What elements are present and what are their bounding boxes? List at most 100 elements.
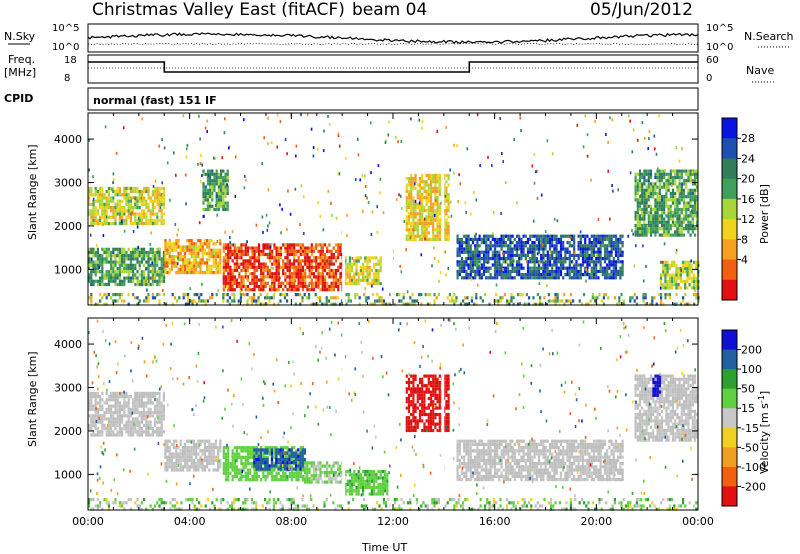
- echo-cell: [573, 276, 576, 280]
- echo-cell: [145, 186, 148, 190]
- echo-cell: [197, 239, 200, 243]
- echo-cell: [253, 299, 256, 303]
- echo-cell: [636, 230, 639, 234]
- echo-cell: [405, 221, 408, 225]
- echo-cell: [499, 117, 501, 120]
- echo-cell: [479, 164, 481, 168]
- echo-cell: [543, 296, 546, 300]
- echo-cell: [654, 233, 657, 237]
- echo-cell: [599, 244, 602, 248]
- echo-cell: [689, 169, 692, 173]
- echo-cell: [330, 262, 333, 266]
- echo-cell: [297, 256, 300, 260]
- echo-cell: [678, 198, 681, 202]
- echo-cell: [627, 234, 629, 238]
- echo-cell: [237, 302, 240, 306]
- echo-cell: [414, 180, 417, 184]
- echo-cell: [246, 249, 250, 253]
- echo-cell: [158, 247, 161, 251]
- echo-cell: [210, 446, 213, 450]
- echo-cell: [145, 218, 148, 222]
- echo-cell: [224, 268, 228, 273]
- echo-cell: [458, 266, 461, 270]
- echo-cell: [267, 270, 269, 274]
- echo-cell: [255, 265, 258, 269]
- echo-cell: [573, 253, 576, 257]
- echo-cell: [608, 253, 611, 257]
- echo-cell: [145, 427, 148, 431]
- echo-cell: [184, 458, 187, 462]
- echo-cell: [410, 228, 413, 232]
- echo-cell: [154, 407, 157, 411]
- echo-cell: [94, 263, 97, 267]
- echo-cell: [687, 223, 690, 228]
- echo-cell: [125, 270, 128, 274]
- echo-cell: [112, 250, 115, 255]
- echo-cell: [351, 278, 354, 282]
- echo-cell: [684, 279, 687, 284]
- echo-cell: [177, 271, 180, 275]
- echo-cell: [110, 196, 113, 200]
- echo-cell: [643, 195, 646, 199]
- echo-cell: [127, 212, 130, 216]
- echo-cell: [674, 191, 677, 196]
- echo-cell: [658, 233, 661, 237]
- echo-cell: [482, 237, 486, 241]
- echo-cell: [149, 276, 152, 280]
- echo-cell: [90, 222, 93, 226]
- echo-cell: [647, 211, 650, 215]
- y-tick-label: 2000: [54, 220, 82, 233]
- echo-cell: [143, 196, 146, 200]
- echo-cell: [255, 275, 258, 279]
- echo-cell: [645, 230, 648, 234]
- echo-cell: [645, 191, 648, 196]
- echo-cell: [99, 193, 102, 197]
- echo-cell: [211, 179, 214, 183]
- echo-cell: [214, 251, 217, 255]
- echo-cell: [209, 296, 212, 300]
- echo-cell: [423, 183, 426, 187]
- echo-cell: [368, 265, 371, 270]
- echo-cell: [323, 275, 327, 279]
- echo-cell: [208, 442, 211, 446]
- echo-cell: [418, 183, 422, 187]
- echo-cell: [121, 263, 124, 267]
- echo-cell: [249, 272, 252, 276]
- echo-cell: [315, 259, 318, 263]
- echo-cell: [453, 299, 456, 303]
- echo-cell: [546, 260, 549, 264]
- echo-cell: [201, 282, 203, 286]
- echo-cell: [537, 269, 541, 273]
- echo-cell: [149, 215, 152, 219]
- echo-cell: [458, 269, 461, 273]
- echo-cell: [693, 204, 697, 208]
- power-heatmap: [88, 113, 700, 306]
- echo-cell: [143, 414, 146, 418]
- echo-cell: [447, 228, 450, 232]
- echo-cell: [544, 247, 547, 251]
- echo-cell: [118, 250, 121, 255]
- echo-cell: [555, 234, 558, 238]
- echo-cell: [158, 190, 161, 194]
- echo-cell: [375, 262, 378, 266]
- echo-cell: [170, 242, 173, 246]
- echo-cell: [201, 251, 204, 255]
- echo-cell: [635, 302, 638, 306]
- echo-cell: [377, 164, 380, 168]
- echo-cell: [277, 281, 280, 285]
- echo-cell: [416, 234, 419, 238]
- echo-cell: [160, 202, 163, 206]
- echo-cell: [203, 465, 206, 469]
- echo-cell: [515, 250, 519, 254]
- echo-cell: [601, 237, 604, 241]
- echo-cell: [606, 276, 609, 280]
- echo-cell: [116, 404, 119, 408]
- echo-cell: [476, 273, 479, 277]
- echo-cell: [377, 272, 380, 276]
- echo-cell: [240, 262, 243, 266]
- echo-cell: [88, 260, 91, 264]
- echo-cell: [660, 204, 664, 208]
- echo-cell: [112, 414, 115, 418]
- echo-cell: [355, 272, 358, 276]
- echo-cell: [264, 284, 267, 289]
